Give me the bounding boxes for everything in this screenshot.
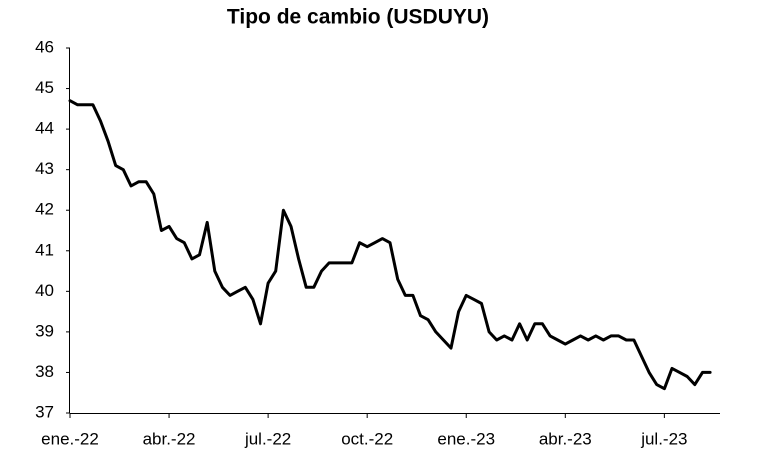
y-tick-label: 46 bbox=[35, 37, 54, 56]
line-series bbox=[68, 99, 712, 391]
y-tick-label: 37 bbox=[35, 402, 54, 421]
x-tick-label: ene.-22 bbox=[41, 429, 99, 448]
y-tick-label: 38 bbox=[35, 362, 54, 381]
y-tick-label: 42 bbox=[35, 200, 54, 219]
y-tick-label: 40 bbox=[35, 281, 54, 300]
y-tick-label: 44 bbox=[35, 119, 54, 138]
x-tick-label: abr.-22 bbox=[143, 429, 196, 448]
x-tick-label: jul.-23 bbox=[640, 429, 687, 448]
x-tick-label: abr.-23 bbox=[539, 429, 592, 448]
x-tick-label: oct.-22 bbox=[341, 429, 393, 448]
y-tick-label: 43 bbox=[35, 159, 54, 178]
chart-title: Tipo de cambio (USDUYU) bbox=[227, 6, 489, 29]
y-tick-label: 41 bbox=[35, 240, 54, 259]
x-tick-label: jul.-22 bbox=[244, 429, 291, 448]
y-tick-label: 45 bbox=[35, 78, 54, 97]
x-tick-label: ene.-23 bbox=[437, 429, 495, 448]
y-tick-label: 39 bbox=[35, 321, 54, 340]
